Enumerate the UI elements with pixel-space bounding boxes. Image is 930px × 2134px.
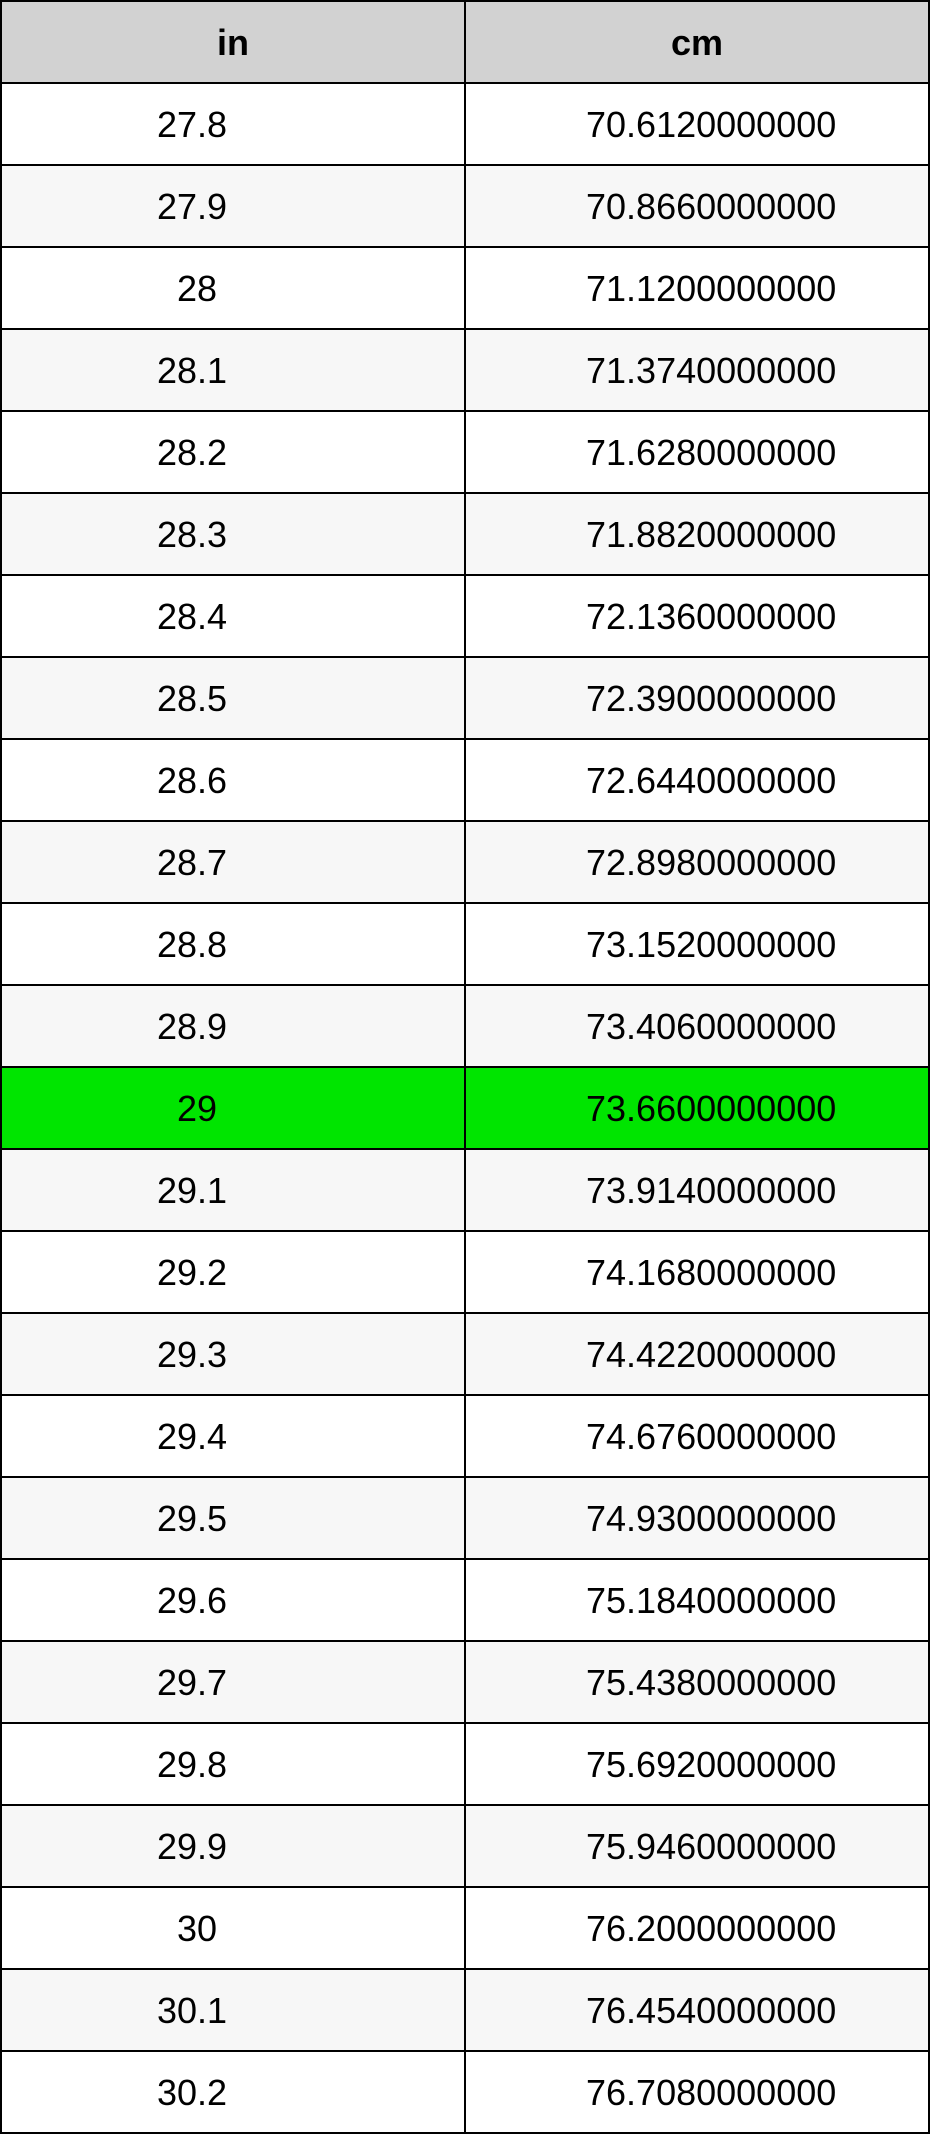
table-row: 29.574.9300000000 bbox=[1, 1477, 929, 1559]
cell-in: 28.9 bbox=[1, 985, 465, 1067]
conversion-table: in cm 27.870.612000000027.970.8660000000… bbox=[0, 0, 930, 2134]
cell-in: 29.5 bbox=[1, 1477, 465, 1559]
cell-cm: 76.7080000000 bbox=[465, 2051, 929, 2133]
cell-cm: 72.8980000000 bbox=[465, 821, 929, 903]
table-row: 29.675.1840000000 bbox=[1, 1559, 929, 1641]
conversion-table-wrap: in cm 27.870.612000000027.970.8660000000… bbox=[0, 0, 930, 2134]
table-row: 28.472.1360000000 bbox=[1, 575, 929, 657]
table-row: 27.970.8660000000 bbox=[1, 165, 929, 247]
cell-cm: 72.3900000000 bbox=[465, 657, 929, 739]
table-row: 28.672.6440000000 bbox=[1, 739, 929, 821]
cell-in: 29 bbox=[1, 1067, 465, 1149]
column-header-in: in bbox=[1, 1, 465, 83]
cell-cm: 72.6440000000 bbox=[465, 739, 929, 821]
cell-in: 29.6 bbox=[1, 1559, 465, 1641]
cell-cm: 73.9140000000 bbox=[465, 1149, 929, 1231]
cell-in: 28 bbox=[1, 247, 465, 329]
cell-cm: 71.3740000000 bbox=[465, 329, 929, 411]
table-row: 29.474.6760000000 bbox=[1, 1395, 929, 1477]
table-row: 29.875.6920000000 bbox=[1, 1723, 929, 1805]
table-row: 2973.6600000000 bbox=[1, 1067, 929, 1149]
cell-in: 28.6 bbox=[1, 739, 465, 821]
table-row: 28.171.3740000000 bbox=[1, 329, 929, 411]
cell-in: 30 bbox=[1, 1887, 465, 1969]
table-row: 29.173.9140000000 bbox=[1, 1149, 929, 1231]
cell-in: 28.3 bbox=[1, 493, 465, 575]
table-row: 30.276.7080000000 bbox=[1, 2051, 929, 2133]
cell-in: 27.9 bbox=[1, 165, 465, 247]
cell-in: 27.8 bbox=[1, 83, 465, 165]
cell-in: 29.3 bbox=[1, 1313, 465, 1395]
table-row: 29.374.4220000000 bbox=[1, 1313, 929, 1395]
table-row: 28.572.3900000000 bbox=[1, 657, 929, 739]
table-row: 28.271.6280000000 bbox=[1, 411, 929, 493]
cell-in: 28.1 bbox=[1, 329, 465, 411]
cell-cm: 75.9460000000 bbox=[465, 1805, 929, 1887]
table-row: 30.176.4540000000 bbox=[1, 1969, 929, 2051]
cell-in: 29.2 bbox=[1, 1231, 465, 1313]
cell-cm: 72.1360000000 bbox=[465, 575, 929, 657]
cell-in: 28.4 bbox=[1, 575, 465, 657]
cell-cm: 74.1680000000 bbox=[465, 1231, 929, 1313]
cell-cm: 75.6920000000 bbox=[465, 1723, 929, 1805]
cell-cm: 71.8820000000 bbox=[465, 493, 929, 575]
table-row: 3076.2000000000 bbox=[1, 1887, 929, 1969]
table-row: 28.873.1520000000 bbox=[1, 903, 929, 985]
table-row: 28.371.8820000000 bbox=[1, 493, 929, 575]
cell-in: 28.5 bbox=[1, 657, 465, 739]
cell-in: 28.7 bbox=[1, 821, 465, 903]
cell-cm: 74.4220000000 bbox=[465, 1313, 929, 1395]
cell-in: 30.2 bbox=[1, 2051, 465, 2133]
table-header-row: in cm bbox=[1, 1, 929, 83]
table-row: 2871.1200000000 bbox=[1, 247, 929, 329]
cell-cm: 75.1840000000 bbox=[465, 1559, 929, 1641]
cell-in: 30.1 bbox=[1, 1969, 465, 2051]
cell-cm: 74.9300000000 bbox=[465, 1477, 929, 1559]
cell-cm: 70.6120000000 bbox=[465, 83, 929, 165]
cell-in: 29.9 bbox=[1, 1805, 465, 1887]
table-row: 29.775.4380000000 bbox=[1, 1641, 929, 1723]
table-row: 29.975.9460000000 bbox=[1, 1805, 929, 1887]
cell-cm: 73.1520000000 bbox=[465, 903, 929, 985]
column-header-cm: cm bbox=[465, 1, 929, 83]
table-row: 28.973.4060000000 bbox=[1, 985, 929, 1067]
cell-in: 28.8 bbox=[1, 903, 465, 985]
cell-in: 29.8 bbox=[1, 1723, 465, 1805]
cell-cm: 76.4540000000 bbox=[465, 1969, 929, 2051]
cell-cm: 73.6600000000 bbox=[465, 1067, 929, 1149]
cell-cm: 74.6760000000 bbox=[465, 1395, 929, 1477]
cell-cm: 71.6280000000 bbox=[465, 411, 929, 493]
cell-in: 29.1 bbox=[1, 1149, 465, 1231]
table-row: 27.870.6120000000 bbox=[1, 83, 929, 165]
table-row: 28.772.8980000000 bbox=[1, 821, 929, 903]
cell-cm: 75.4380000000 bbox=[465, 1641, 929, 1723]
table-body: 27.870.612000000027.970.8660000000 2871.… bbox=[1, 83, 929, 2133]
cell-cm: 71.1200000000 bbox=[465, 247, 929, 329]
cell-in: 29.7 bbox=[1, 1641, 465, 1723]
cell-cm: 76.2000000000 bbox=[465, 1887, 929, 1969]
cell-in: 28.2 bbox=[1, 411, 465, 493]
cell-cm: 70.8660000000 bbox=[465, 165, 929, 247]
cell-in: 29.4 bbox=[1, 1395, 465, 1477]
cell-cm: 73.4060000000 bbox=[465, 985, 929, 1067]
table-row: 29.274.1680000000 bbox=[1, 1231, 929, 1313]
